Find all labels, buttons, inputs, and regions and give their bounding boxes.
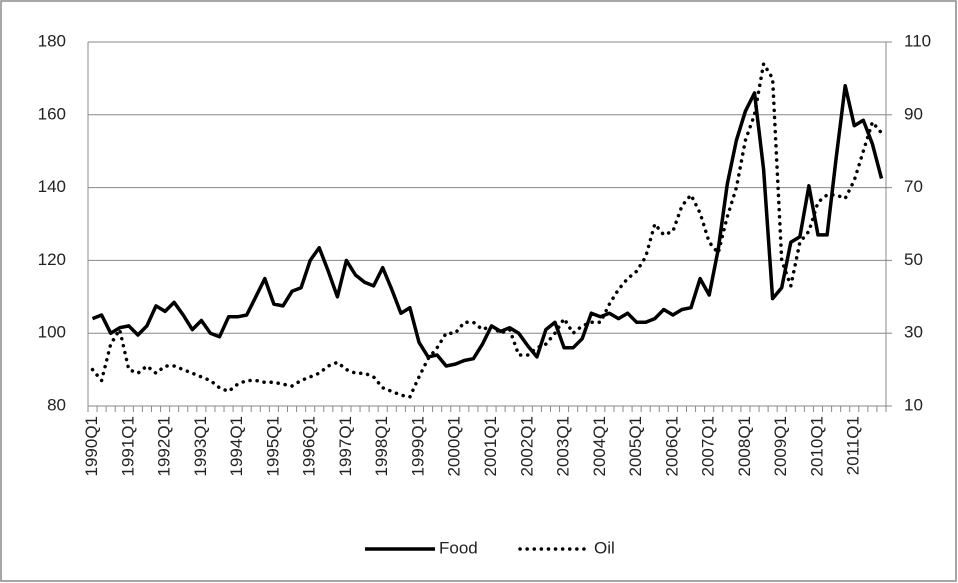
y-tick-label: 140 (38, 177, 66, 196)
x-tick-label: 2003Q1 (554, 416, 573, 477)
y2-tick-label: 50 (904, 250, 923, 269)
x-tick-label: 2011Q1 (844, 416, 863, 475)
y2-tick-label: 110 (904, 31, 931, 50)
x-tick-label: 2000Q1 (445, 416, 464, 477)
x-tick-label: 2001Q1 (481, 416, 500, 477)
x-tick-label: 2010Q1 (807, 416, 826, 477)
y-tick-label: 100 (38, 323, 66, 342)
x-tick-label: 2008Q1 (735, 416, 754, 477)
legend-label: Food (439, 538, 478, 557)
y2-tick-label: 70 (904, 177, 923, 196)
data-line (91, 83, 884, 368)
x-tick-label: 1997Q1 (336, 416, 355, 477)
x-tick-label: 1999Q1 (408, 416, 427, 477)
data-line (90, 62, 884, 399)
x-tick-label: 2004Q1 (590, 416, 609, 477)
y-tick-label: 160 (38, 104, 66, 123)
x-tick-label: 1994Q1 (227, 416, 246, 477)
x-tick-label: 1991Q1 (118, 416, 137, 477)
x-tick-label: 1992Q1 (155, 416, 174, 477)
x-tick-label: 2002Q1 (517, 416, 536, 477)
y-tick-label: 80 (47, 395, 66, 414)
x-tick-label: 1995Q1 (263, 416, 282, 477)
y2-tick-label: 90 (904, 104, 923, 123)
y2-tick-label: 10 (904, 395, 923, 414)
x-tick-label: 1990Q1 (82, 416, 101, 477)
x-tick-label: 1993Q1 (191, 416, 210, 477)
x-tick-label: 1998Q1 (372, 416, 391, 477)
x-tick-label: 2007Q1 (699, 416, 718, 477)
x-tick-label: 2005Q1 (626, 416, 645, 477)
y2-tick-label: 30 (904, 323, 923, 342)
y-tick-label: 180 (38, 31, 66, 50)
legend-label: Oil (594, 538, 615, 557)
x-tick-label: 2006Q1 (662, 416, 681, 477)
x-tick-label: 2009Q1 (771, 416, 790, 477)
x-tick-label: 1996Q1 (300, 416, 319, 477)
y-tick-label: 120 (38, 250, 66, 269)
